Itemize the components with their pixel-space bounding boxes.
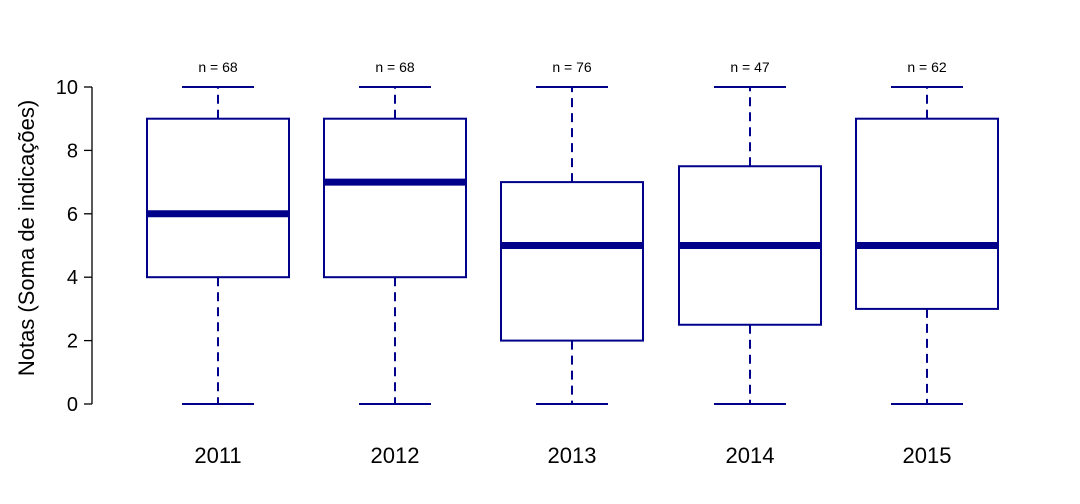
category-label: 2011 [194,443,241,468]
iqr-box [323,117,467,279]
n-label: n = 47 [730,59,770,75]
y-tick-label: 4 [67,267,78,289]
n-label: n = 62 [907,59,947,75]
iqr-box [855,117,999,310]
category-label: 2013 [548,443,597,468]
category-labels: 2011 2012 2013 2014 2015 [194,443,951,468]
y-tick-label: 0 [67,394,78,416]
box-2013 [500,86,644,405]
y-axis: 0 2 4 6 8 10 [56,77,93,416]
y-axis-label: Notas (Soma de indicações) [14,100,39,376]
box-2015 [855,86,999,405]
box-2014 [678,86,822,405]
n-label: n = 68 [375,59,415,75]
box-series [146,86,999,405]
sample-size-labels: n = 68 n = 68 n = 76 n = 47 n = 62 [198,59,947,75]
category-label: 2012 [371,443,420,468]
y-tick-label: 6 [67,204,78,226]
iqr-box [146,117,290,279]
category-label: 2015 [903,443,952,468]
category-label: 2014 [726,443,775,468]
y-tick-label: 2 [67,331,78,353]
iqr-box [500,181,644,342]
n-label: n = 68 [198,59,238,75]
n-label: n = 76 [552,59,592,75]
box-2012 [323,86,467,405]
y-tick-label: 8 [67,140,78,162]
box-2011 [146,86,290,405]
y-tick-label: 10 [56,77,78,99]
